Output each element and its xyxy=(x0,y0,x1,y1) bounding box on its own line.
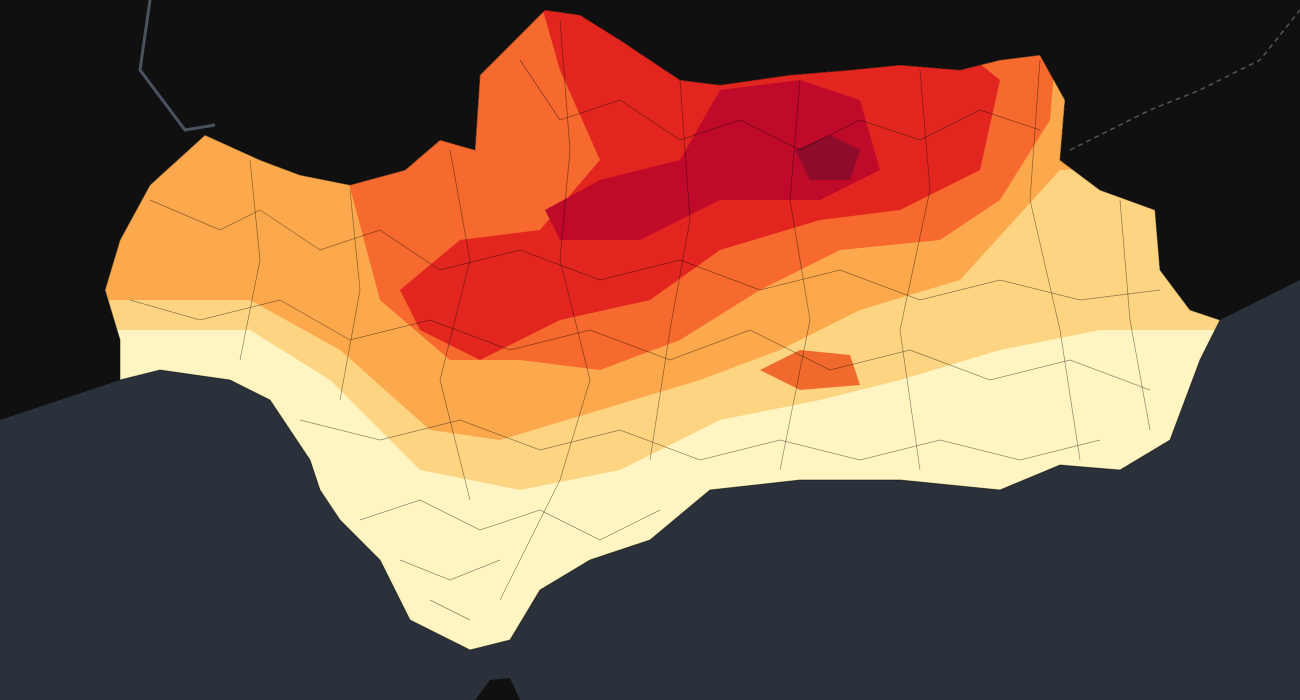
band xyxy=(795,135,860,180)
municipal-lines xyxy=(129,19,1161,621)
band xyxy=(545,80,880,240)
land-africa xyxy=(475,678,520,700)
sea xyxy=(0,280,1300,700)
region-outline xyxy=(104,9,1221,651)
band xyxy=(760,350,860,390)
border xyxy=(138,0,216,132)
